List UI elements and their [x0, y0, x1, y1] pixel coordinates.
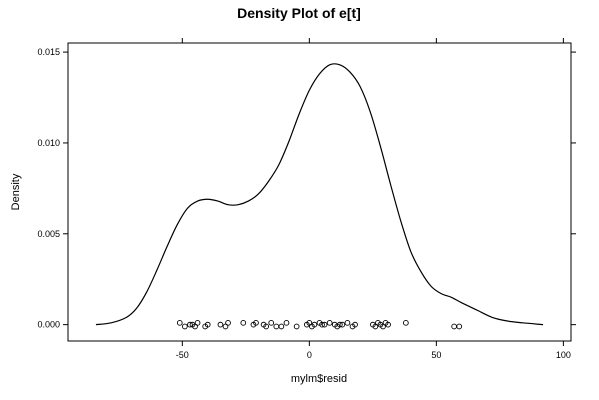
x-tick-label: 50: [431, 350, 441, 360]
data-point: [217, 321, 224, 328]
data-point: [283, 319, 290, 326]
data-point: [319, 321, 325, 328]
data-point: [176, 319, 183, 326]
data-point: [278, 323, 285, 330]
data-point: [344, 319, 351, 326]
data-point: [403, 319, 409, 326]
chart-title: Density Plot of e[t]: [237, 5, 361, 21]
data-point: [451, 323, 457, 330]
data-point: [263, 323, 270, 330]
x-tick-label: -50: [176, 350, 189, 360]
data-point: [204, 321, 211, 328]
data-point: [311, 321, 318, 328]
plot-frame: [67, 42, 572, 342]
data-point: [253, 319, 259, 326]
data-point: [385, 321, 391, 328]
data-point: [321, 321, 328, 328]
data-point: [352, 321, 358, 328]
y-tick-label: 0.005: [37, 229, 60, 239]
data-point: [268, 319, 275, 326]
density-curve: [95, 63, 544, 326]
x-tick-label: 0: [307, 350, 312, 360]
data-point: [194, 319, 201, 326]
data-point: [293, 323, 300, 330]
axis-ticks: -50 0 50 100 0.000 0.005 0.010 0.015: [37, 38, 576, 360]
data-point: [182, 323, 188, 330]
y-tick-label: 0.000: [37, 320, 60, 330]
data-point: [225, 319, 231, 326]
data-point: [339, 321, 346, 328]
y-tick-label: 0.015: [37, 47, 60, 57]
data-point: [187, 321, 193, 328]
data-point: [336, 321, 343, 328]
data-point: [273, 323, 280, 330]
y-tick-label: 0.010: [37, 138, 60, 148]
rug-points: [176, 319, 463, 330]
y-axis-label: Density: [10, 173, 22, 210]
x-tick-label: 100: [556, 350, 571, 360]
data-point: [240, 319, 247, 326]
data-point: [456, 323, 463, 330]
x-axis-label: mylm$resid: [291, 373, 347, 385]
data-point: [326, 319, 333, 326]
